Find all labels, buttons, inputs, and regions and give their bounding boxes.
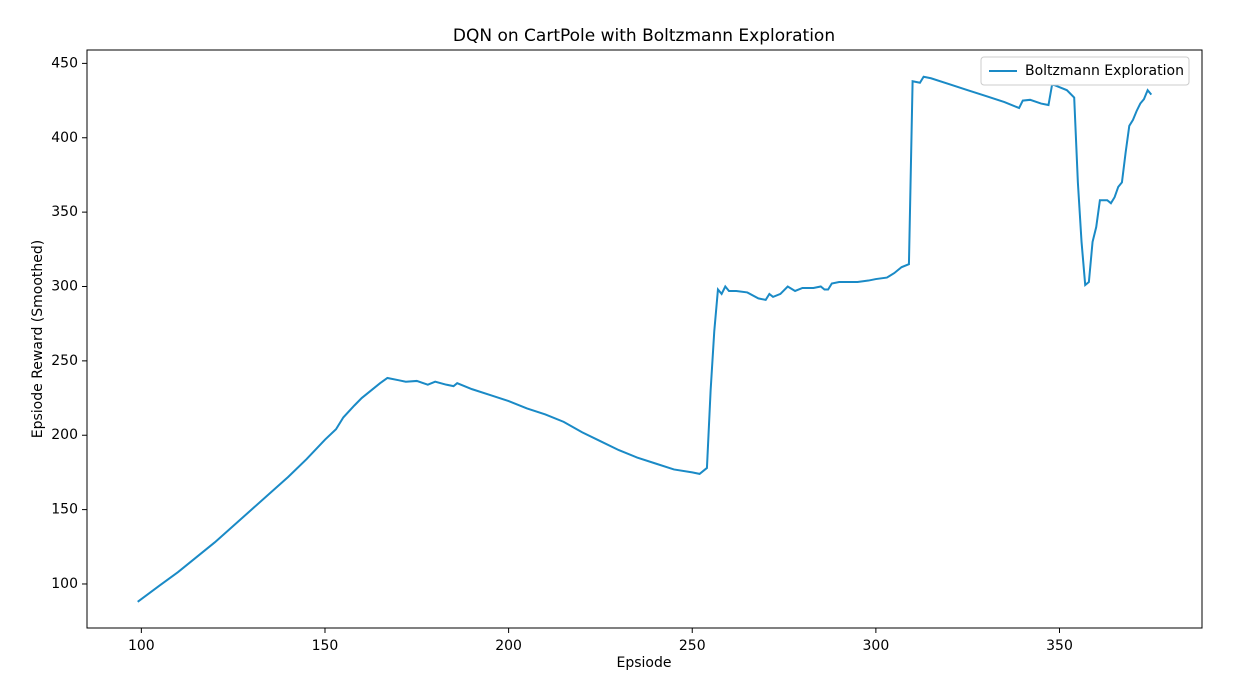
y-tick-label: 100: [51, 576, 78, 592]
x-tick-label: 150: [312, 638, 339, 654]
y-tick-label: 150: [51, 502, 78, 518]
y-tick-label: 300: [51, 278, 78, 294]
y-tick-label: 350: [51, 204, 78, 220]
x-tick-label: 200: [495, 638, 522, 654]
x-tick-label: 250: [679, 638, 706, 654]
y-tick-label: 250: [51, 353, 78, 369]
legend-box: [980, 56, 1190, 86]
x-tick-label: 350: [1046, 638, 1073, 654]
chart-title: DQN on CartPole with Boltzmann Explorati…: [453, 26, 835, 46]
plot-frame: [86, 49, 1203, 629]
line-series: [137, 75, 1153, 603]
y-axis-label: Epsiode Reward (Smoothed): [30, 240, 46, 438]
legend-label: Boltzmann Exploration: [1025, 63, 1184, 79]
y-tick-label: 200: [51, 427, 78, 443]
x-tick-label: 300: [863, 638, 890, 654]
x-axis-label: Epsiode: [617, 655, 672, 671]
y-tick-label: 400: [51, 130, 78, 146]
y-tick-label: 450: [51, 55, 78, 71]
x-tick-label: 100: [128, 638, 155, 654]
